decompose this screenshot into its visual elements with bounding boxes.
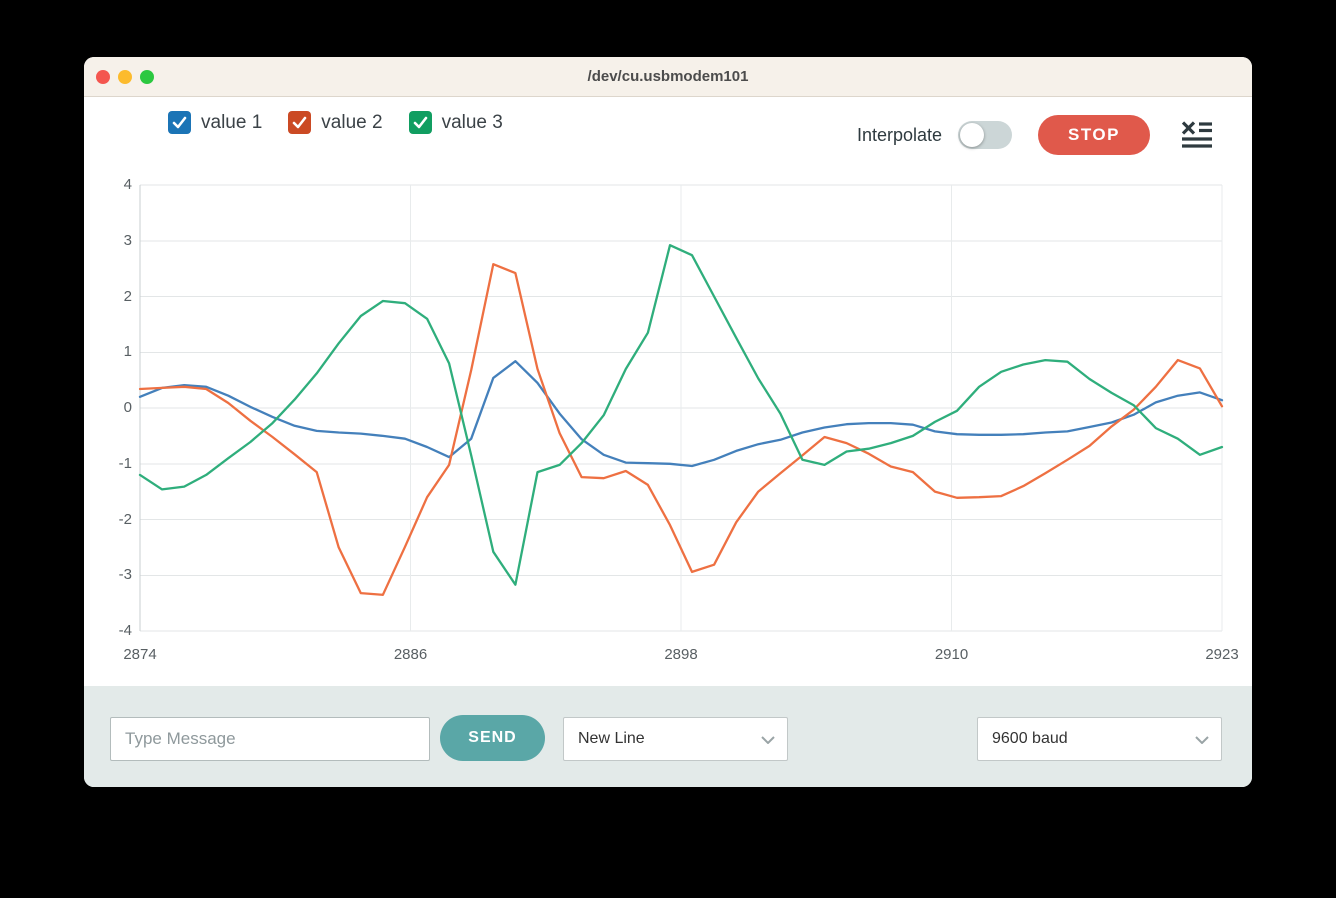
series-line-value-3: [138, 244, 1224, 586]
legend-label: value 3: [441, 111, 503, 133]
series-line-value-1: [138, 360, 1224, 468]
interpolate-toggle-knob: [960, 123, 984, 147]
plotter-controls: Interpolate STOP: [857, 114, 1214, 156]
series-legend: value 1 value 2 value 3: [168, 111, 503, 134]
zoom-window-button[interactable]: [140, 70, 154, 84]
y-tick-label: 4: [123, 176, 132, 193]
y-tick-label: 0: [123, 399, 132, 416]
plot-canvas: [138, 184, 1224, 632]
legend-label: value 2: [321, 111, 383, 133]
serial-plotter-window: /dev/cu.usbmodem101 value 1 value 2 value …: [84, 57, 1252, 787]
checkbox-value-3[interactable]: [408, 111, 432, 134]
line-ending-select[interactable]: New Line: [563, 717, 788, 761]
stop-button[interactable]: STOP: [1038, 115, 1150, 155]
y-tick-label: 1: [123, 343, 132, 361]
y-tick-label: 2: [123, 287, 132, 305]
x-tick-label: 2923: [1205, 646, 1239, 663]
interpolate-toggle[interactable]: [958, 121, 1012, 149]
y-tick-label: -2: [118, 510, 132, 528]
chevron-down-icon: [1195, 736, 1209, 744]
y-tick-label: -4: [118, 622, 132, 639]
y-tick-label: 3: [123, 231, 132, 249]
baud-rate-select[interactable]: 9600 baud: [977, 717, 1222, 761]
title-bar: /dev/cu.usbmodem101: [84, 57, 1252, 97]
checkbox-value-2[interactable]: [288, 111, 312, 134]
send-button[interactable]: SEND: [440, 715, 545, 761]
checkbox-value-1[interactable]: [168, 111, 191, 134]
baud-rate-value: 9600 baud: [992, 730, 1068, 747]
y-tick-label: -1: [118, 454, 132, 472]
minimize-window-button[interactable]: [118, 70, 132, 84]
close-window-button[interactable]: [96, 70, 110, 84]
legend-item-value-1[interactable]: value 1: [168, 111, 262, 134]
x-tick-label: 2910: [934, 646, 969, 663]
legend-label: value 1: [201, 111, 263, 133]
clear-output-icon[interactable]: [1180, 120, 1214, 150]
x-tick-label: 2886: [393, 646, 428, 663]
traffic-lights: [96, 70, 154, 84]
y-tick-label: -3: [118, 566, 132, 584]
window-title: /dev/cu.usbmodem101: [587, 68, 749, 85]
interpolate-label: Interpolate: [856, 124, 942, 145]
x-tick-label: 2874: [123, 646, 157, 663]
message-input[interactable]: [110, 717, 430, 761]
x-tick-label: 2898: [664, 646, 698, 663]
chevron-down-icon: [761, 736, 775, 744]
line-ending-value: New Line: [578, 730, 645, 747]
legend-item-value-3[interactable]: value 3: [408, 111, 503, 134]
legend-item-value-2[interactable]: value 2: [288, 111, 383, 134]
series-line-value-2: [138, 263, 1224, 596]
